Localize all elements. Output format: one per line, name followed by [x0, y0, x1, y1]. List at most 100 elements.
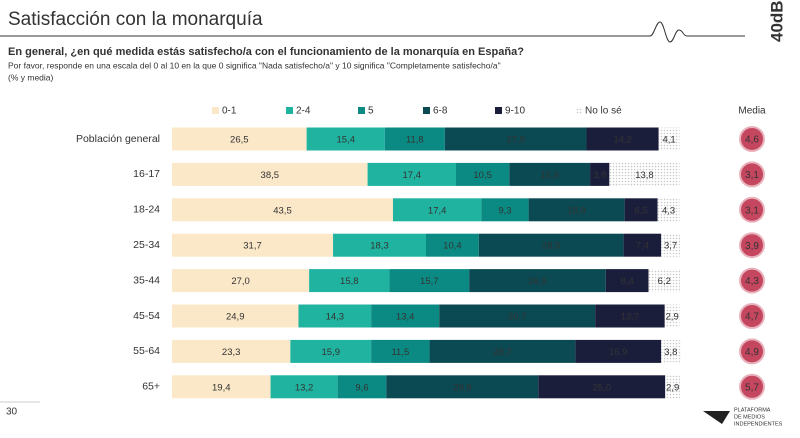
value-label: 13,4	[396, 312, 415, 323]
value-label: 19,4	[212, 382, 231, 393]
mean-marker	[739, 232, 765, 259]
units: (% y media)	[8, 72, 54, 82]
bar-segment	[371, 304, 440, 328]
value-label: 27,9	[506, 135, 525, 146]
value-label: 7,4	[636, 241, 649, 252]
bar-segment	[509, 162, 591, 186]
category-label: 16-17	[133, 168, 160, 180]
bar-segment	[172, 304, 299, 328]
bar-segment	[384, 127, 445, 151]
value-label: 10,5	[473, 170, 492, 181]
bar-segment	[609, 162, 680, 186]
bar-segment	[270, 375, 338, 399]
bar-segment	[478, 233, 624, 257]
value-label: 3,7	[664, 241, 677, 252]
value-label: 28,5	[542, 241, 561, 252]
bar-segment	[371, 339, 430, 363]
bar-segment	[664, 304, 680, 328]
bar-segment	[657, 198, 680, 222]
value-label: 11,5	[391, 347, 409, 358]
value-label: 15,8	[340, 276, 359, 287]
category-label: 18-24	[133, 204, 160, 216]
value-label: 38,5	[261, 170, 280, 181]
value-label: 10,4	[443, 241, 462, 252]
mean-label: 5,7	[745, 382, 759, 393]
category-label: 25-34	[133, 239, 160, 251]
value-label: 16,9	[609, 347, 628, 358]
page-number: 30	[6, 407, 18, 418]
bar-segment	[172, 198, 393, 222]
legend-swatch	[423, 107, 430, 114]
bar-segment	[661, 233, 680, 257]
mean-marker	[739, 303, 765, 329]
value-label: 23,3	[222, 347, 241, 358]
bar-segment	[389, 269, 470, 293]
bar-segment	[392, 198, 482, 222]
legend-label: 0-1	[222, 106, 237, 117]
bar-segment	[172, 375, 271, 399]
value-label: 13,2	[295, 382, 314, 393]
bar-segment	[309, 269, 390, 293]
category-label: 35-44	[133, 274, 160, 286]
value-label: 17,4	[403, 170, 422, 181]
bar-segment	[172, 162, 368, 186]
value-label: 15,4	[336, 135, 355, 146]
value-label: 6,2	[658, 276, 671, 287]
bar-segment	[661, 339, 681, 363]
mean-label: 4,3	[745, 276, 759, 287]
value-label: 29,9	[453, 382, 472, 393]
value-label: 28,7	[493, 347, 512, 358]
legend-swatch	[358, 107, 365, 114]
bar-segment	[538, 375, 666, 399]
bar-segment	[333, 233, 426, 257]
bar-segment	[624, 198, 658, 222]
bar-segment	[575, 339, 662, 363]
bar-segment	[172, 269, 310, 293]
bar-segment	[306, 127, 385, 151]
mean-marker	[739, 267, 765, 294]
title-rule	[0, 21, 745, 43]
value-label: 31,7	[243, 241, 262, 252]
value-label: 14,2	[613, 135, 632, 146]
value-label: 30,7	[508, 312, 527, 323]
value-label: 9,6	[355, 382, 368, 393]
bar-segment	[481, 198, 529, 222]
legend-label: 5	[368, 106, 374, 117]
bar-segment	[595, 304, 665, 328]
mean-marker	[739, 126, 765, 152]
value-label: 8,4	[621, 276, 634, 287]
category-label: 45-54	[133, 310, 160, 322]
mean-label: 3,9	[745, 241, 759, 252]
value-label: 13,7	[621, 312, 640, 323]
legend-label: 9-10	[505, 106, 525, 117]
footer-logo-text: INDEPENDIENTES	[734, 421, 783, 427]
value-label: 11,8	[406, 135, 424, 146]
chart-title: Satisfacción con la monarquía	[8, 9, 263, 30]
value-label: 14,3	[326, 312, 345, 323]
legend-label: No lo sé	[585, 106, 622, 117]
value-label: 2,9	[666, 312, 679, 323]
mean-label: 4,7	[745, 312, 759, 323]
value-label: 17,4	[428, 205, 447, 216]
bar-segment	[337, 375, 387, 399]
mean-marker	[739, 196, 765, 223]
footer-logo-text: PLATAFORMA	[734, 407, 771, 413]
mean-label: 3,1	[745, 170, 759, 181]
category-label: 55-64	[133, 345, 160, 357]
bar-segment	[528, 198, 625, 222]
question: En general, ¿en qué medida estás satisfe…	[8, 46, 524, 58]
value-label: 27,0	[231, 276, 250, 287]
legend-label: 2-4	[296, 106, 311, 117]
value-label: 15,7	[420, 276, 439, 287]
mean-label: 4,6	[745, 135, 759, 146]
legend-swatch	[495, 107, 502, 114]
value-label: 43,5	[273, 205, 292, 216]
mean-label: 3,1	[745, 205, 759, 216]
category-label: 65+	[142, 381, 160, 393]
value-label: 4,1	[662, 135, 675, 146]
mean-marker	[739, 373, 765, 400]
mean-marker	[739, 338, 765, 365]
bar-segment	[298, 304, 372, 328]
value-label: 9,3	[498, 205, 511, 216]
category-label: Población general	[76, 133, 160, 145]
